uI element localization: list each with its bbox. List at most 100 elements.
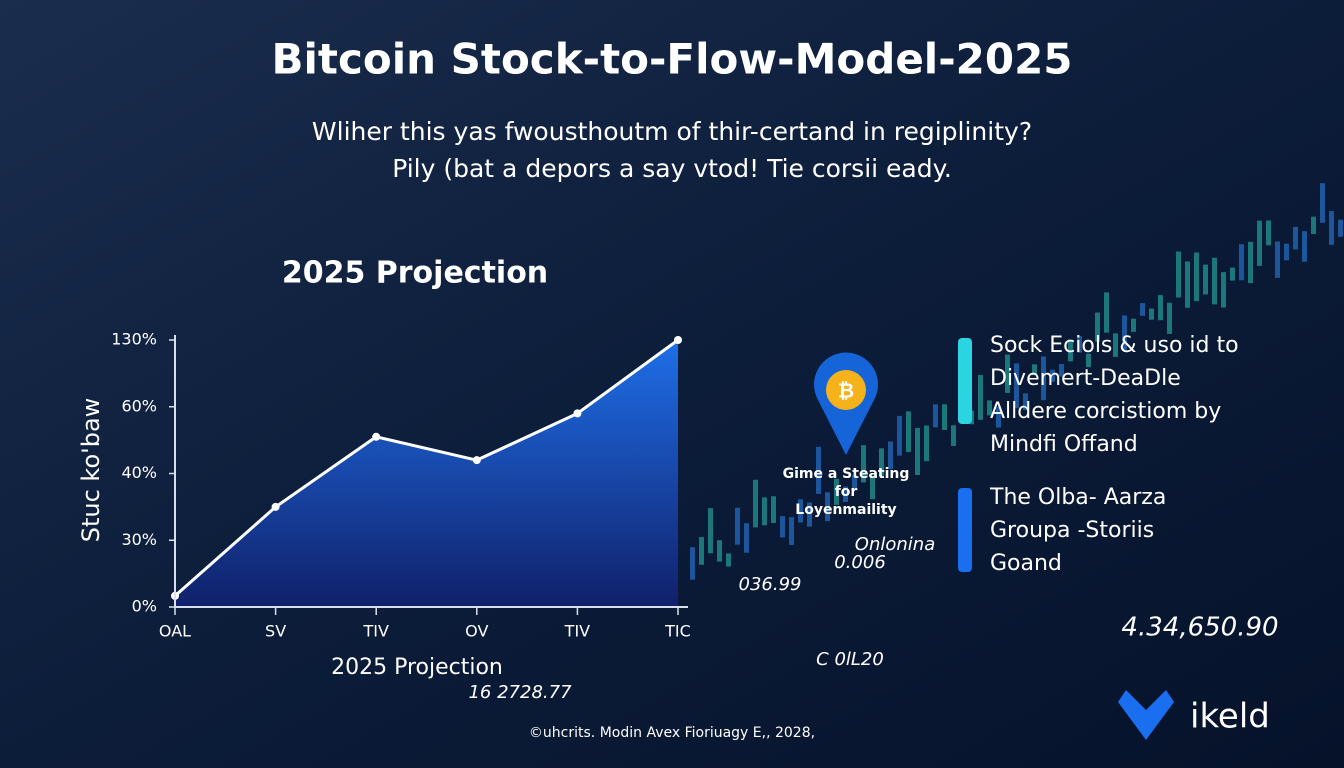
pin-label: for: [835, 484, 858, 500]
plot: 0% 30% 40% 60% 130% OAL SV TIV OV TIV TIC: [111, 330, 691, 641]
candle: [1050, 369, 1055, 382]
candle: [987, 400, 992, 416]
candle: [1239, 244, 1244, 281]
y-tick-label: 130%: [111, 330, 157, 349]
note-line: The Olba- Aarza: [989, 485, 1166, 510]
area: [175, 340, 678, 607]
point: [674, 336, 682, 344]
candle: [1140, 303, 1145, 316]
candle: [726, 553, 731, 567]
subtitle: Pily (bat a depors a say vtod! Tie corsi…: [392, 154, 952, 183]
pin-label: Gime a Steating: [783, 466, 910, 482]
candle: [1059, 364, 1064, 377]
candle: [888, 441, 893, 470]
candle: [699, 537, 704, 565]
x-tick-label: OV: [465, 622, 488, 641]
logo-mark: [1118, 690, 1174, 740]
candle: [996, 406, 1001, 428]
candle: [1194, 252, 1199, 302]
candle: [1329, 210, 1334, 245]
note-bar: [958, 488, 972, 572]
candle: [1158, 295, 1163, 321]
candle: [1293, 226, 1298, 250]
candle: [1032, 364, 1037, 376]
candle: [807, 502, 812, 527]
logo-text: ikeld: [1190, 697, 1270, 737]
candle: [879, 448, 884, 476]
background-number: 4.34,650.90: [1121, 613, 1278, 643]
note-bar: [958, 338, 972, 424]
candle: [906, 411, 911, 453]
chart-heading: 2025 Projection: [282, 256, 548, 291]
line: [174, 338, 679, 597]
subtitle: Wliher this yas fwousthoutm of thir-cert…: [312, 117, 1032, 146]
candle: [1212, 257, 1217, 305]
candle: [951, 425, 956, 446]
candle: [1203, 264, 1208, 295]
x-tick-label: TIV: [362, 622, 388, 641]
candle: [1068, 339, 1073, 362]
candle: [870, 476, 875, 500]
candle: [825, 492, 830, 522]
candle: [1266, 220, 1271, 246]
candle: [861, 445, 866, 483]
background-number: 0.006: [834, 552, 886, 573]
candle: [1221, 272, 1226, 308]
candle: [816, 446, 821, 494]
candle: [1005, 354, 1010, 393]
candle: [735, 507, 740, 545]
candle: [1275, 241, 1280, 278]
point: [472, 456, 481, 465]
svg-text:₿: ₿: [838, 379, 854, 403]
y-axis-title: Stuc ko'baw: [77, 398, 105, 543]
candle: [1257, 220, 1262, 266]
candle: [1284, 243, 1289, 261]
candle: [1113, 333, 1118, 357]
candle: [1176, 251, 1181, 298]
candle: [1338, 219, 1343, 237]
candle: [789, 517, 794, 545]
candle: [843, 486, 848, 502]
x-tick-label: TIC: [664, 622, 691, 641]
x-tick-label: SV: [265, 622, 286, 641]
y-tick-label: 0%: [132, 597, 157, 616]
note-line: Sock Eciols & uso id to: [990, 333, 1239, 358]
candle: [1023, 393, 1028, 411]
background-number: 16 2728.77: [468, 682, 572, 703]
candle: [1320, 183, 1325, 223]
candle: [771, 496, 776, 524]
candle: [1167, 302, 1172, 334]
candle: [852, 475, 857, 489]
candle: [1122, 315, 1127, 352]
candle: [717, 540, 722, 562]
candle: [1149, 308, 1154, 320]
y-tick-label: 40%: [121, 463, 157, 482]
candle: [1077, 336, 1082, 353]
candle: [897, 415, 902, 456]
notes: Sock Eciols & uso id to Divemert-DeaDle Al…: [989, 333, 1239, 576]
y-tick-label: 60%: [121, 396, 157, 415]
y-tick-label: 30%: [121, 530, 157, 549]
candle: [780, 516, 785, 538]
x-axis-title: 2025 Projection: [331, 655, 503, 680]
point: [271, 502, 280, 511]
footer: ©uhcrits. Modin Avex Fioriuagy E,, 2028,: [529, 725, 815, 741]
candle: [1041, 356, 1046, 401]
candle: [933, 404, 938, 428]
candle: [798, 499, 803, 523]
note-line: Mindfi Offand: [990, 432, 1138, 457]
candle: [924, 425, 929, 462]
title: Bitcoin Stock-to-Flow-Model-2025: [271, 35, 1072, 84]
candle: [762, 497, 767, 526]
candle: [1302, 231, 1307, 262]
point: [372, 432, 381, 441]
candle: [834, 478, 839, 505]
candle: [1185, 261, 1190, 308]
candle: [1311, 216, 1316, 235]
background-number: 036.99: [739, 574, 802, 595]
note-line: Divemert-DeaDle: [990, 366, 1181, 391]
candle: [1230, 267, 1235, 281]
candle: [915, 427, 920, 475]
candle: [1248, 241, 1253, 284]
